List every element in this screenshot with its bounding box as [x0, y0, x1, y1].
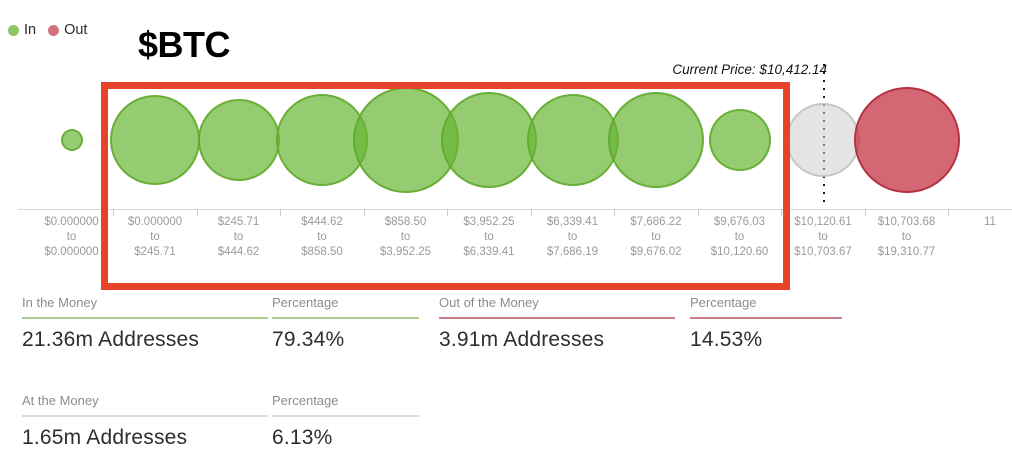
stat-value: 14.53%: [690, 328, 763, 351]
x-axis-tick: [697, 209, 699, 216]
x-axis-label: $245.71 to $444.62: [217, 216, 260, 258]
legend: In Out: [8, 22, 87, 38]
bubble-in[interactable]: [608, 92, 704, 188]
stat-underline: [22, 317, 268, 319]
legend-in-label: In: [24, 22, 37, 38]
legend-out-label: Out: [64, 22, 88, 38]
x-axis-label: $3,952.25 to $6,339.41: [463, 216, 515, 258]
current-price-label: Current Price: $10,412.14: [672, 62, 827, 77]
x-axis-label: $858.50 to $3,952.25: [379, 216, 432, 258]
legend-item-out[interactable]: Out: [48, 22, 87, 38]
x-axis-label: $0.000000 to $0.000000: [44, 216, 99, 258]
x-axis-tick: [948, 209, 950, 216]
stat-value: 21.36m Addresses: [22, 328, 200, 351]
stat-card-at-the-money: At the Money 1.65m Addresses: [22, 393, 268, 450]
stat-card-percentage: Percentage 79.34%: [272, 295, 419, 352]
x-axis-label: $9,676.03 to $10,120.60: [710, 216, 769, 258]
x-axis-line: [18, 209, 1012, 210]
x-axis-tick: [781, 209, 783, 216]
stat-card-percentage: Percentage 6.13%: [272, 393, 419, 450]
stat-underline: [439, 317, 675, 319]
stat-card-in-the-money: In the Money 21.36m Addresses: [22, 295, 268, 352]
legend-item-in[interactable]: In: [8, 22, 36, 38]
in-legend-dot-icon: [8, 24, 19, 36]
stat-underline: [272, 317, 419, 319]
x-axis-tick: [864, 209, 866, 216]
x-axis-tick: [280, 209, 282, 216]
stat-label: Out of the Money: [439, 295, 539, 310]
stat-label: At the Money: [22, 393, 99, 408]
stat-value: 79.34%: [272, 328, 345, 351]
bubble-at[interactable]: [786, 103, 860, 177]
highlight-rectangle: [101, 82, 790, 290]
x-axis-tick: [530, 209, 532, 216]
x-axis-tick: [113, 209, 115, 216]
stat-label: Percentage: [690, 295, 757, 310]
stat-underline: [272, 415, 419, 417]
x-axis-label: 11: [984, 216, 996, 228]
bubble-in[interactable]: [110, 95, 200, 185]
x-axis-tick: [196, 209, 198, 216]
x-axis-label: $444.62 to $858.50: [301, 216, 343, 258]
stat-label: Percentage: [272, 295, 339, 310]
stat-card-percentage: Percentage 14.53%: [690, 295, 842, 352]
x-axis-label: $6,339.41 to $7,686.19: [546, 216, 599, 258]
stat-label: Percentage: [272, 393, 339, 408]
out-legend-dot-icon: [48, 24, 60, 36]
page-title: $BTC: [138, 24, 231, 65]
stat-card-out-of-the-money: Out of the Money 3.91m Addresses: [439, 295, 675, 352]
stat-value: 1.65m Addresses: [22, 426, 188, 449]
bubble-in[interactable]: [708, 109, 771, 171]
bubble-in[interactable]: [441, 92, 537, 188]
stat-value: 6.13%: [272, 426, 333, 449]
bubble-in[interactable]: [197, 99, 280, 181]
x-axis-tick: [447, 209, 449, 216]
x-axis-label: $10,703.68 to $19,310.77: [877, 216, 936, 258]
x-axis-label: $7,686.22 to $9,676.02: [630, 216, 682, 258]
x-axis-tick: [614, 209, 616, 216]
stat-label: In the Money: [22, 295, 98, 310]
bubble-in[interactable]: [352, 87, 459, 193]
x-axis-label: $0.000000 to $245.71: [127, 216, 183, 258]
bubble-in[interactable]: [60, 129, 83, 151]
stat-value: 3.91m Addresses: [439, 328, 605, 351]
x-axis-label: $10,120.61 to $10,703.67: [794, 216, 852, 258]
stat-underline: [690, 317, 842, 319]
stat-underline: [22, 415, 268, 417]
x-axis-tick: [363, 209, 365, 216]
bubble-out[interactable]: [853, 87, 960, 193]
